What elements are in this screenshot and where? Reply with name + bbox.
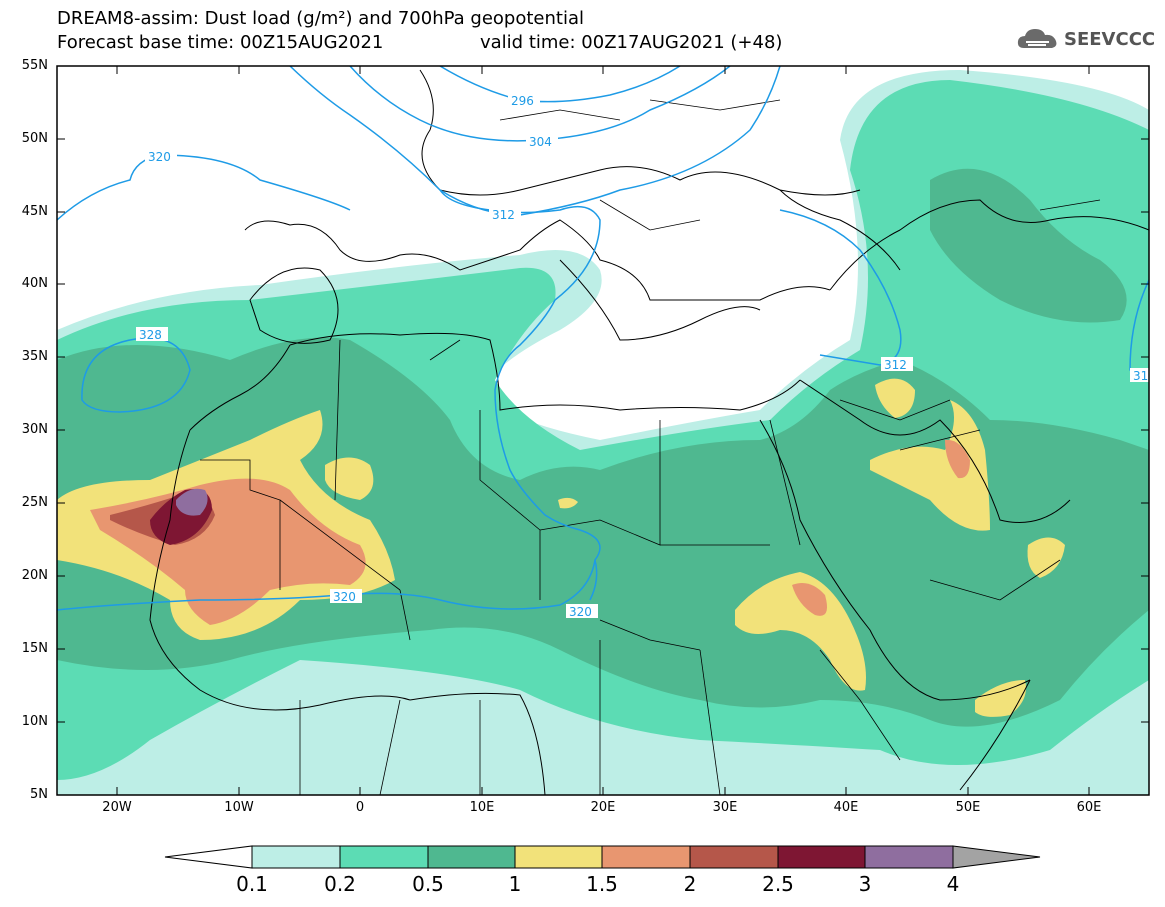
contour-label-304: 304 xyxy=(529,135,552,149)
lat-label-15n: 15N xyxy=(21,641,48,656)
lon-label-0: 0 xyxy=(355,800,365,815)
colorbar-label-1.5: 1.5 xyxy=(586,872,618,896)
contour-label-31: 31 xyxy=(1133,369,1148,383)
dust-level-0.5 xyxy=(57,337,1149,727)
dust-level-3 xyxy=(176,488,208,516)
tick-marks xyxy=(57,65,1149,796)
colorbar-high-arrow xyxy=(952,845,1041,869)
colorbar-0.1 xyxy=(251,845,341,869)
logo-text: SEEVCCC xyxy=(1064,28,1156,50)
lon-label-50e: 50E xyxy=(955,800,981,815)
contour-label-320: 320 xyxy=(148,150,171,164)
coastlines xyxy=(149,69,1149,795)
country-borders xyxy=(200,99,1101,795)
dust-level-1.5-east xyxy=(792,582,828,616)
dust-level-1-spot1 xyxy=(325,457,374,500)
colorbar-label-0.5: 0.5 xyxy=(412,872,444,896)
colorbar-label-0.1: 0.1 xyxy=(236,872,268,896)
lat-label-30n: 30N xyxy=(21,422,48,437)
colorbar-label-3: 3 xyxy=(858,872,872,896)
contour-label-320-west: 320 xyxy=(333,590,356,604)
lon-label-10e: 10E xyxy=(469,800,495,815)
lat-label-20n: 20N xyxy=(21,568,48,583)
colorbar-0.2 xyxy=(339,845,429,869)
dust-level-1-oman xyxy=(1027,537,1065,578)
contour-label-312: 312 xyxy=(492,208,515,222)
colorbar-label-1: 1 xyxy=(508,872,522,896)
seevccc-logo: SEEVCCC xyxy=(1016,26,1155,52)
lat-label-25n: 25N xyxy=(21,495,48,510)
colorbar xyxy=(164,845,1041,869)
base-time: Forecast base time: 00Z15AUG2021 xyxy=(57,32,384,53)
colorbar-label-2.5: 2.5 xyxy=(762,872,794,896)
lon-label-10w: 10W xyxy=(224,800,254,815)
colorbar-3 xyxy=(864,845,954,869)
lat-label-50n: 50N xyxy=(21,131,48,146)
lon-label-20w: 20W xyxy=(102,800,132,815)
dust-level-0.5-north xyxy=(930,168,1127,323)
lat-label-45n: 45N xyxy=(21,204,48,219)
valid-time: valid time: 00Z17AUG2021 (+48) xyxy=(480,32,783,53)
dust-level-1-ethiopia xyxy=(735,572,866,691)
lat-label-5n: 5N xyxy=(30,787,48,802)
colorbar-low-arrow xyxy=(164,845,253,869)
contour-label-328: 328 xyxy=(139,328,162,342)
colorbar-label-2: 2 xyxy=(683,872,697,896)
dust-level-1-somalia xyxy=(975,680,1026,717)
lon-label-20e: 20E xyxy=(590,800,616,815)
dust-level-1-iraq xyxy=(875,378,915,418)
colorbar-1 xyxy=(514,845,603,869)
colorbar-2.5 xyxy=(777,845,866,869)
colorbar-0.5 xyxy=(427,845,516,869)
contour-label-312-east: 312 xyxy=(884,358,907,372)
lat-label-55n: 55N xyxy=(21,58,48,73)
dust-level-1.5-arabia xyxy=(945,439,970,479)
lat-label-40n: 40N xyxy=(21,276,48,291)
colorbar-label-4: 4 xyxy=(946,872,960,896)
dust-level-1-libya xyxy=(558,497,578,509)
colorbar-label-0.2: 0.2 xyxy=(324,872,356,896)
cloud-logo-icon xyxy=(1017,29,1057,48)
lon-label-40e: 40E xyxy=(833,800,859,815)
colorbar-2 xyxy=(689,845,779,869)
lon-label-60e: 60E xyxy=(1076,800,1102,815)
contour-labels: 296 304 312 320 328 312 320 320 31 xyxy=(136,93,1149,619)
lat-label-35n: 35N xyxy=(21,349,48,364)
lon-label-30e: 30E xyxy=(712,800,738,815)
lat-label-10n: 10N xyxy=(21,714,48,729)
dust-level-1-arabia xyxy=(870,400,990,531)
colorbar-1.5 xyxy=(601,845,691,869)
chart-title: DREAM8-assim: Dust load (g/m²) and 700hP… xyxy=(57,8,584,29)
contour-label-320-east: 320 xyxy=(569,605,592,619)
contour-label-296: 296 xyxy=(511,94,534,108)
